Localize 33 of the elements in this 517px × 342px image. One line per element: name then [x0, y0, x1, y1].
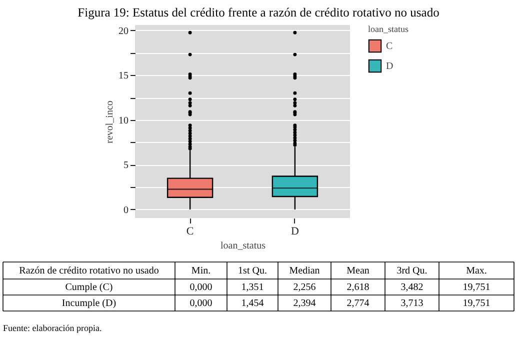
y-tick-label: 10	[118, 115, 128, 126]
text: Incumple (D)	[62, 298, 116, 309]
y-axis-title: revol_inco	[104, 100, 116, 144]
text: 3,713	[400, 298, 424, 309]
text: 19,751	[462, 282, 490, 293]
legend-label: D	[386, 61, 394, 72]
legend-title: loan_status	[368, 24, 409, 34]
source-note: Fuente: elaboración propia.	[3, 323, 102, 333]
text: Mean	[346, 266, 370, 276]
text: 1st Qu.	[238, 266, 267, 276]
text: 3,482	[400, 282, 424, 293]
text: 2,774	[346, 298, 370, 309]
y-tick-label: 5	[124, 160, 128, 172]
text: 2,394	[293, 298, 316, 309]
y-tick-label: 0	[124, 204, 128, 216]
y-tick-label: 20	[118, 26, 128, 37]
text: 2,618	[346, 282, 370, 293]
text: Cumple (C)	[65, 282, 113, 293]
text: Razón de crédito rotativo no usado	[19, 266, 159, 276]
x-axis-title: loan_status	[220, 240, 266, 252]
text: Median	[289, 266, 320, 276]
legend-label: C	[386, 41, 393, 52]
text: 19,751	[462, 298, 490, 309]
text: 2,256	[293, 282, 316, 293]
text: 1,351	[241, 282, 264, 293]
text: Min.	[191, 266, 211, 276]
text: 0,000	[190, 298, 212, 309]
text: 3rd Qu.	[396, 266, 428, 276]
text: Max.	[466, 266, 487, 276]
y-tick-label: 15	[118, 70, 128, 82]
text: 1,454	[241, 298, 264, 309]
text: 0,000	[190, 282, 212, 293]
chart-title: Figura 19: Estatus del crédito frente a razón de crédito rotativo no usado	[78, 6, 440, 20]
